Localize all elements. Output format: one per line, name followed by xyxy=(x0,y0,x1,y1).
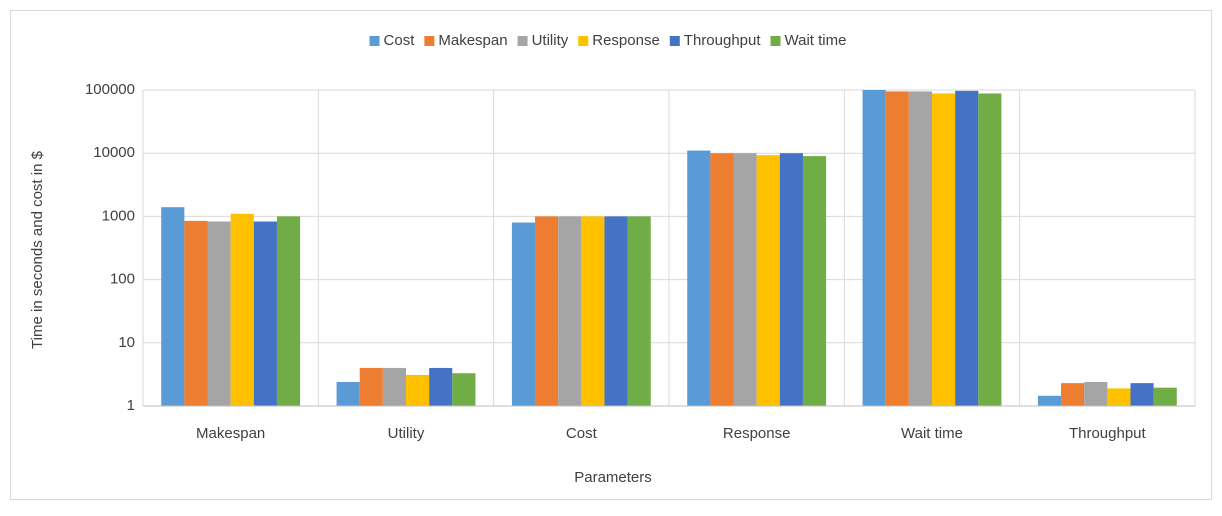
bar xyxy=(207,221,231,406)
bar xyxy=(1037,395,1062,406)
bar xyxy=(1061,383,1085,406)
bar xyxy=(932,93,956,406)
x-tick-label: Makespan xyxy=(196,425,265,442)
bar xyxy=(978,93,1002,406)
y-tick-label: 10000 xyxy=(93,144,135,161)
bar xyxy=(558,216,582,406)
bar xyxy=(382,367,406,406)
bar xyxy=(161,207,185,406)
bar xyxy=(687,150,711,406)
legend-swatch xyxy=(369,36,380,46)
y-tick-label: 100 xyxy=(110,271,135,288)
y-axis-title: Time in seconds and cost in $ xyxy=(29,150,46,349)
bar xyxy=(452,373,476,406)
bar xyxy=(230,213,254,406)
legend-swatch xyxy=(517,36,528,46)
y-tick-label: 1000 xyxy=(102,207,135,224)
legend-swatch xyxy=(669,36,680,46)
bar xyxy=(535,216,559,406)
y-tick-label: 10 xyxy=(118,334,135,351)
bar xyxy=(862,90,886,406)
bar xyxy=(1130,383,1154,406)
x-tick-label: Utility xyxy=(388,425,425,442)
bar xyxy=(429,367,453,406)
bar xyxy=(710,153,734,406)
x-tick-label: Throughput xyxy=(1069,425,1147,442)
bar xyxy=(604,216,628,406)
y-tick-label: 100000 xyxy=(85,81,135,98)
bar xyxy=(1153,387,1177,406)
x-axis-title: Parameters xyxy=(574,469,652,486)
x-tick-label: Cost xyxy=(566,425,598,442)
bar xyxy=(276,216,301,406)
bar xyxy=(779,153,803,406)
bar xyxy=(627,216,651,406)
bar xyxy=(1084,381,1108,406)
y-tick-label: 1 xyxy=(127,397,135,414)
bar xyxy=(756,155,780,406)
legend-label: Throughput xyxy=(684,32,762,49)
bar xyxy=(733,153,757,406)
bar xyxy=(885,91,909,406)
bar xyxy=(511,222,536,406)
bar xyxy=(336,381,360,406)
legend-label: Utility xyxy=(532,32,569,49)
bar xyxy=(581,216,605,406)
bar xyxy=(908,91,932,406)
legend-label: Wait time xyxy=(785,32,847,49)
x-tick-label: Response xyxy=(723,425,791,442)
legend-swatch xyxy=(770,36,781,46)
legend-swatch xyxy=(424,36,435,46)
bar xyxy=(955,90,979,406)
legend-label: Makespan xyxy=(438,32,507,49)
bar xyxy=(253,221,277,406)
bar xyxy=(1107,388,1131,406)
bar xyxy=(184,220,208,406)
bar xyxy=(802,156,827,406)
x-tick-label: Wait time xyxy=(901,425,963,442)
legend-label: Response xyxy=(592,32,660,49)
legend-swatch xyxy=(578,36,589,46)
legend-label: Cost xyxy=(384,32,416,49)
bar xyxy=(406,374,430,406)
bar xyxy=(359,367,383,406)
